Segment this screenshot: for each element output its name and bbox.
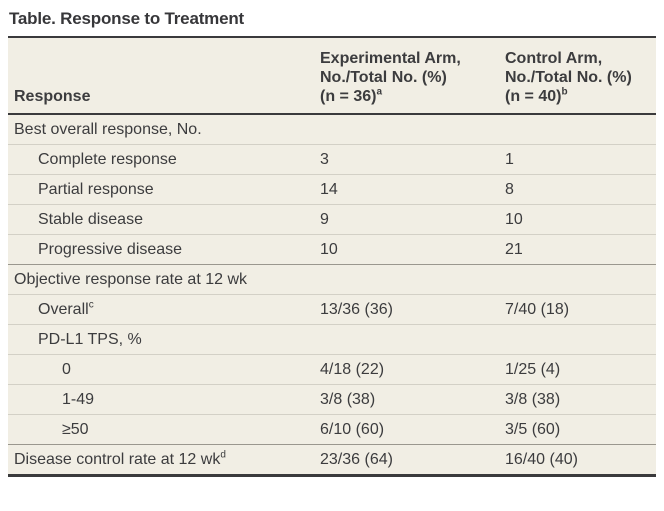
cell-experimental: 9 xyxy=(320,210,329,228)
table-row-overall: Overallc 13/36 (36) 7/40 (18) xyxy=(8,294,656,325)
row-label: Overallc xyxy=(38,299,94,318)
cell-control: 1/25 (4) xyxy=(505,360,561,378)
footnote-marker: a xyxy=(376,86,383,98)
cell-experimental xyxy=(320,114,505,145)
row-label: Objective response rate at 12 wk xyxy=(14,270,248,288)
cell-experimental: 13/36 (36) xyxy=(320,300,393,318)
header-line: (n = 40)b xyxy=(505,87,652,106)
cell-experimental: 6/10 (60) xyxy=(320,420,385,438)
table-row-tps-ge50: ≥50 6/10 (60) 3/5 (60) xyxy=(8,414,656,445)
cell-control: 3/5 (60) xyxy=(505,420,561,438)
table-row-progressive-disease: Progressive disease 10 21 xyxy=(8,234,656,265)
table-row-pdl1-tps: PD-L1 TPS, % xyxy=(8,324,656,355)
header-line: Experimental Arm, xyxy=(320,50,461,67)
header-row: Response Experimental Arm, No./Total No.… xyxy=(8,37,656,115)
column-header-control-arm: Control Arm, No./Total No. (%) (n = 40)b xyxy=(505,37,656,115)
footnote-marker: c xyxy=(88,299,94,311)
table-title: Table. Response to Treatment xyxy=(9,9,244,28)
cell-control: 7/40 (18) xyxy=(505,300,570,318)
header-line: (n = 36)a xyxy=(320,87,501,106)
table-row-tps-0: 0 4/18 (22) 1/25 (4) xyxy=(8,354,656,385)
table-row-objective-response-rate: Objective response rate at 12 wk xyxy=(8,264,656,295)
cell-experimental: 10 xyxy=(320,240,338,258)
column-header-label: Response xyxy=(14,88,91,105)
row-label: Progressive disease xyxy=(38,240,183,258)
row-label: Complete response xyxy=(38,150,177,168)
table-row-complete-response: Complete response 3 1 xyxy=(8,144,656,175)
row-label: Disease control rate at 12 wkd xyxy=(14,449,226,468)
table-row-tps-1-49: 1-49 3/8 (38) 3/8 (38) xyxy=(8,384,656,415)
cell-experimental xyxy=(320,265,505,295)
header-n-value: (n = 36) xyxy=(320,88,377,105)
table-body: Best overall response, No. Complete resp… xyxy=(8,114,656,476)
cell-control: 3/8 (38) xyxy=(505,390,561,408)
table-row-best-overall-response: Best overall response, No. xyxy=(8,114,656,145)
cell-experimental xyxy=(320,325,505,355)
cell-control: 8 xyxy=(505,180,514,198)
cell-experimental: 3 xyxy=(320,150,329,168)
header-n-value: (n = 40) xyxy=(505,88,562,105)
header-line: No./Total No. (%) xyxy=(505,69,632,86)
header-line: No./Total No. (%) xyxy=(320,69,447,86)
cell-control: 16/40 (40) xyxy=(505,450,578,468)
cell-control xyxy=(505,325,656,355)
row-label: 1-49 xyxy=(62,390,95,408)
row-label: ≥50 xyxy=(62,420,89,438)
column-header-experimental-arm: Experimental Arm, No./Total No. (%) (n =… xyxy=(320,37,505,115)
cell-control: 1 xyxy=(505,150,514,168)
footnote-marker: b xyxy=(561,86,568,98)
cell-control xyxy=(505,265,656,295)
row-label: PD-L1 TPS, % xyxy=(38,330,142,348)
row-label: 0 xyxy=(62,360,71,378)
cell-control xyxy=(505,114,656,145)
column-header-response: Response xyxy=(8,37,320,115)
cell-experimental: 4/18 (22) xyxy=(320,360,385,378)
row-label: Stable disease xyxy=(38,210,143,228)
cell-experimental: 3/8 (38) xyxy=(320,390,376,408)
row-label: Partial response xyxy=(38,180,154,198)
table-row-partial-response: Partial response 14 8 xyxy=(8,174,656,205)
table-row-disease-control-rate: Disease control rate at 12 wkd 23/36 (64… xyxy=(8,444,656,476)
table-row-stable-disease: Stable disease 9 10 xyxy=(8,204,656,235)
footnote-marker: d xyxy=(220,449,226,461)
table-header: Response Experimental Arm, No./Total No.… xyxy=(8,37,656,115)
cell-experimental: 14 xyxy=(320,180,338,198)
cell-experimental: 23/36 (64) xyxy=(320,450,393,468)
cell-control: 10 xyxy=(505,210,523,228)
row-label: Best overall response, No. xyxy=(14,120,202,138)
header-line: Control Arm, xyxy=(505,50,603,67)
response-to-treatment-table: Response Experimental Arm, No./Total No.… xyxy=(8,36,656,477)
cell-control: 21 xyxy=(505,240,523,258)
